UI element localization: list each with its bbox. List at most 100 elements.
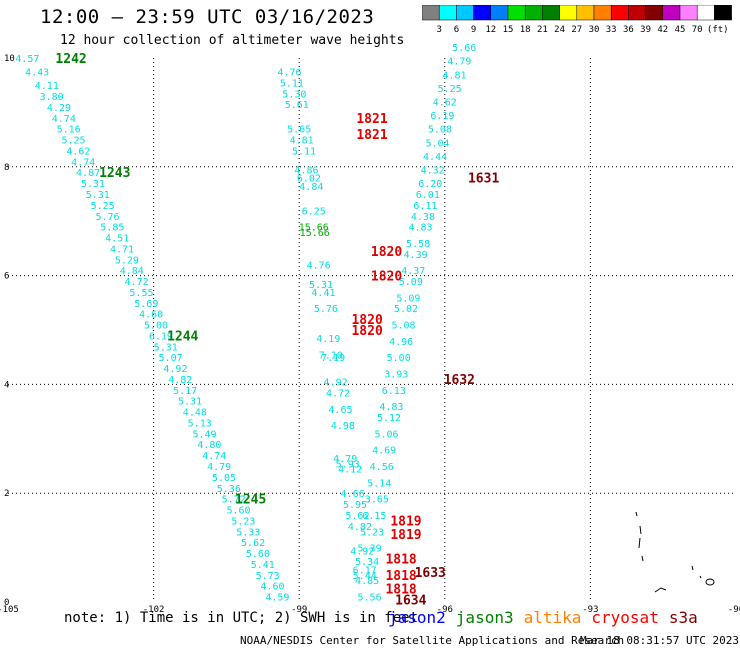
color-tick-label: 24 (554, 25, 565, 35)
wave-height-label: 4.87 (76, 168, 100, 179)
wave-height-label: 5.14 (367, 478, 391, 489)
wave-height-label: 4.84 (120, 266, 144, 277)
wave-height-label: 4.12 (338, 465, 362, 476)
wave-height-label: 5.85 (100, 223, 124, 234)
wave-height-label: 5.25 (438, 84, 462, 95)
x-tick-label: -93 (582, 605, 598, 615)
color-tick-label: 27 (571, 25, 582, 35)
wave-height-label: 5.11 (292, 146, 316, 157)
color-tick-label: 45 (675, 25, 686, 35)
wave-height-label: 5.62 (241, 538, 265, 549)
legend-item-cryosat: cryosat (591, 608, 659, 627)
generated-timestamp: Mar 18 08:31:57 UTC 2023 (580, 634, 739, 647)
wave-height-label: 5.09 (396, 293, 420, 304)
satellite-legend: jason2 jason3 altika cryosat s3a (388, 608, 708, 627)
color-tick-label: 42 (657, 25, 668, 35)
wave-height-label: 5.34 (355, 557, 379, 568)
x-tick-label: -96 (437, 605, 453, 615)
wave-height-label: 5.41 (251, 560, 275, 571)
wave-height-label: 4.48 (183, 408, 207, 419)
wave-height-label: 5.31 (154, 342, 178, 353)
wave-height-label: 5.23 (231, 516, 255, 527)
wave-height-label: 4.76 (277, 68, 301, 79)
wave-height-label: 4.79 (447, 57, 471, 68)
wave-height-label: 5.60 (246, 549, 270, 560)
wave-height-label: 5.00 (144, 321, 168, 332)
wave-height-label: 4.39 (404, 250, 428, 261)
y-tick-label: 6 (4, 272, 9, 282)
color-tick-label: 21 (537, 25, 548, 35)
color-scale-bar: 3 6 9 12 15 18 21 24 27 30 33 36 39 42 45 70 (ft) (422, 5, 732, 35)
coastline (705, 578, 715, 586)
color-tick-label: 12 (485, 25, 496, 35)
pass-time-label: 1818 (385, 582, 416, 597)
wave-height-label: 4.98 (331, 421, 355, 432)
wave-height-label: 4.85 (355, 576, 379, 587)
wave-height-label: 4.38 (411, 212, 435, 223)
wave-height-label: 5.60 (226, 506, 250, 517)
wave-height-label: 15.66 (300, 228, 330, 239)
wave-height-label: 5.73 (256, 571, 280, 582)
wave-height-label: 4.83 (408, 223, 432, 234)
wave-height-label: 4.72 (125, 277, 149, 288)
wave-height-label: 5.31 (81, 179, 105, 190)
page-title: 12:00 – 23:59 UTC 03/16/2023 (40, 6, 375, 28)
pass-time-label: 1820 (371, 245, 402, 260)
wave-height-label: 5.33 (236, 527, 260, 538)
wave-height-label: 3.93 (384, 370, 408, 381)
wave-height-label: 5.25 (91, 201, 115, 212)
wave-height-label: 7.19 (321, 353, 345, 364)
wave-height-label: 5.00 (387, 353, 411, 364)
wave-height-label: 5.58 (406, 239, 430, 250)
wave-height-label: 4.92 (350, 546, 374, 557)
wave-height-label: 4.62 (433, 98, 457, 109)
wave-height-label: 4.43 (25, 68, 49, 79)
wave-height-label: 5.08 (428, 125, 452, 136)
wave-height-label: 3.80 (40, 92, 64, 103)
wave-height-label: 4.82 (348, 522, 372, 533)
wave-height-label: 6.15 (362, 511, 386, 522)
wave-height-label: 5.55 (129, 288, 153, 299)
y-tick-label: 4 (4, 380, 9, 390)
legend-item-jason2: jason2 (388, 608, 446, 627)
color-unit-label: (ft) (707, 25, 729, 35)
wave-height-label: 4.72 (326, 389, 350, 400)
wave-height-label: 4.80 (197, 440, 221, 451)
wave-height-label: 4.62 (66, 146, 90, 157)
x-tick-label: -90 (728, 605, 740, 615)
wave-height-label: 5.23 (360, 527, 384, 538)
wave-height-label: 4.57 (15, 54, 39, 65)
wave-height-label: 6.13 (382, 386, 406, 397)
wave-height-label: 4.32 (421, 166, 445, 177)
wave-height-label: 6.01 (416, 190, 440, 201)
wave-height-label: 4.51 (105, 234, 129, 245)
wave-height-label: 5.04 (425, 138, 449, 149)
wave-height-label: 4.79 (207, 462, 231, 473)
wave-height-label: 5.49 (193, 429, 217, 440)
color-tick-label: 33 (606, 25, 617, 35)
wave-height-label: 4.60 (139, 310, 163, 321)
wave-height-label: 5.76 (95, 212, 119, 223)
color-swatch (714, 5, 732, 21)
wave-height-label: 4.56 (370, 462, 394, 473)
legend-item-altika: altika (523, 608, 582, 627)
page-subtitle: 12 hour collection of altimeter wave hei… (60, 33, 405, 48)
coastline (635, 511, 644, 562)
wave-height-label: 5.76 (314, 304, 338, 315)
color-tick-label: 3 (436, 25, 441, 35)
credit-text: NOAA/NESDIS Center for Satellite Applica… (240, 634, 625, 647)
pass-time-label: 1633 (415, 566, 446, 581)
wave-height-label: 4.81 (290, 136, 314, 147)
legend-item-jason3: jason3 (455, 608, 514, 627)
pass-time-label: 1243 (99, 166, 130, 181)
pass-time-label: 1242 (55, 52, 86, 67)
pass-time-label: 1818 (385, 569, 416, 584)
wave-height-label: 5.31 (309, 280, 333, 291)
wave-height-label: 4.60 (260, 582, 284, 593)
wave-height-label: 4.65 (328, 405, 352, 416)
y-tick-label: 8 (4, 163, 9, 173)
wave-height-label: 4.96 (389, 337, 413, 348)
pass-time-label: 1820 (351, 313, 382, 328)
wave-height-label: 5.93 (336, 459, 360, 470)
